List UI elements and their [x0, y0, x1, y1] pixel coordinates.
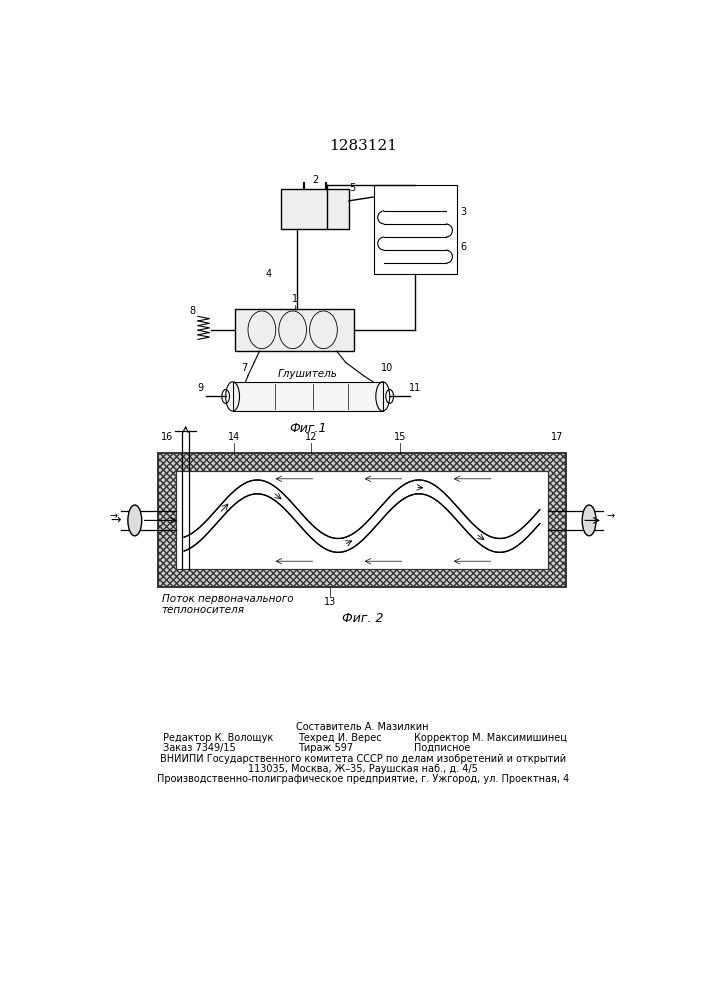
- Text: →: →: [110, 512, 118, 522]
- Bar: [373, 185, 457, 274]
- Text: 14: 14: [228, 432, 240, 442]
- Text: 13: 13: [325, 597, 337, 607]
- Text: Подписное: Подписное: [414, 743, 470, 753]
- Ellipse shape: [582, 505, 596, 536]
- Text: 15: 15: [394, 432, 406, 442]
- Text: Тираж 597: Тираж 597: [298, 743, 354, 753]
- Text: 10: 10: [380, 363, 392, 373]
- Text: 17: 17: [551, 432, 563, 442]
- Text: Составитель А. Мазилкин: Составитель А. Мазилкин: [296, 722, 429, 732]
- Text: →: →: [110, 514, 121, 527]
- Bar: [176, 471, 547, 569]
- Text: 5: 5: [349, 183, 355, 193]
- Text: Техред И. Верес: Техред И. Верес: [298, 733, 382, 743]
- Text: 6: 6: [460, 242, 467, 252]
- Text: Поток первоначального
теплоносителя: Поток первоначального теплоносителя: [162, 594, 293, 615]
- Ellipse shape: [128, 505, 141, 536]
- Text: 4: 4: [266, 269, 272, 279]
- Text: Заказ 7349/15: Заказ 7349/15: [163, 743, 236, 753]
- Text: Производственно-полиграфическое предприятие, г. Ужгород, ул. Проектная, 4: Производственно-полиграфическое предприя…: [156, 774, 569, 784]
- Text: Редактор К. Волощук: Редактор К. Волощук: [163, 733, 274, 743]
- Text: 1: 1: [291, 294, 298, 304]
- Text: 9: 9: [197, 383, 204, 393]
- Text: ВНИИПИ Государственного комитета СССР по делам изобретений и открытий: ВНИИПИ Государственного комитета СССР по…: [160, 754, 566, 764]
- Text: Глушитель: Глушитель: [277, 369, 337, 379]
- Text: 7: 7: [241, 363, 247, 373]
- Text: 2: 2: [312, 175, 318, 185]
- Text: 1283121: 1283121: [329, 139, 397, 153]
- Text: Фиг.1: Фиг.1: [289, 422, 327, 435]
- Bar: [176, 471, 547, 569]
- Text: Корректор М. Максимишинец: Корректор М. Максимишинец: [414, 733, 566, 743]
- Text: 8: 8: [189, 306, 196, 316]
- Text: 3: 3: [460, 207, 467, 217]
- Text: 11: 11: [409, 383, 421, 393]
- Text: Фиг. 2: Фиг. 2: [342, 612, 383, 625]
- Text: 16: 16: [161, 432, 173, 442]
- Bar: [158, 453, 566, 587]
- Text: 12: 12: [305, 432, 317, 442]
- Text: 113035, Москва, Ж–35, Раушская наб., д. 4/5: 113035, Москва, Ж–35, Раушская наб., д. …: [247, 764, 478, 774]
- Bar: [233, 382, 382, 411]
- Bar: [158, 453, 566, 587]
- Text: →: →: [606, 512, 614, 522]
- Bar: [281, 189, 349, 229]
- Bar: [235, 309, 354, 351]
